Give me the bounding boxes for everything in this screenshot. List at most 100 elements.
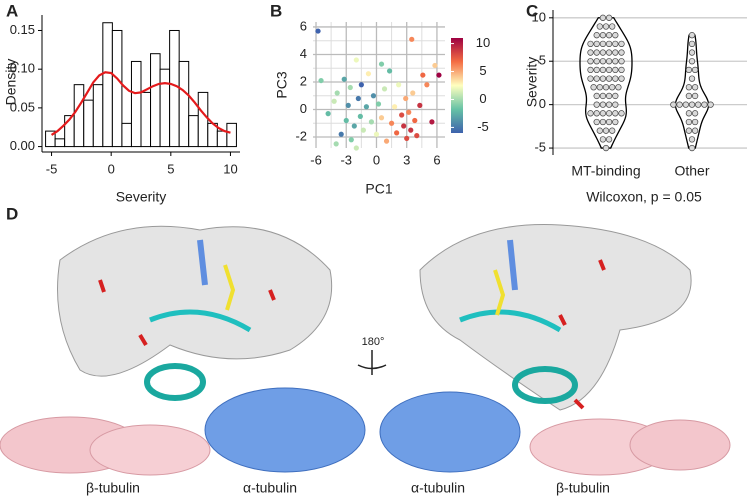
point [381,86,388,92]
y-tick-label: 6 [300,18,307,33]
dot [605,58,613,65]
dot [593,58,600,65]
point [373,131,380,137]
dot [605,101,613,108]
dot [602,127,610,134]
point [383,138,390,144]
dot [618,49,625,56]
y-tick-label: 0.15 [10,22,35,37]
dot [602,23,610,30]
point [410,90,416,96]
x-tick-label: -6 [310,152,322,167]
point [358,82,364,88]
y-tick-label: 0 [300,101,307,116]
dot [593,66,600,74]
point [370,93,377,99]
panel-label: D [6,204,18,223]
alpha-tubulin-shape [204,387,366,473]
bar [188,115,199,148]
dot [605,92,613,100]
dot [688,40,696,48]
dot [618,66,625,74]
point [325,111,331,117]
bar [140,91,152,148]
y-axis-label: PC3 [274,71,290,98]
dot [609,84,616,91]
dot [605,14,613,21]
point [404,135,410,141]
dot [596,23,603,30]
point [363,104,370,110]
chain-label: β-tubulin [86,480,140,496]
dot [599,58,607,65]
dot [612,75,619,82]
x-tick-label: -5 [46,161,58,176]
colorbar-tick-label: 10 [476,35,490,50]
violin [579,17,633,149]
dot [685,92,693,100]
dot [605,40,613,48]
dot [599,110,607,117]
protein-cartoon [57,225,333,377]
point [424,82,430,88]
dot [612,110,619,117]
y-tick-label: 0.10 [10,61,35,76]
dot [685,127,693,134]
dot [605,75,613,82]
dot [590,84,597,91]
dot [593,40,600,48]
rotation-label: 180° [362,336,385,348]
dot [593,75,600,82]
dot [612,101,619,108]
point [409,36,415,42]
dot [612,40,619,48]
helix [512,366,578,404]
colorbar-tick-label: 5 [479,63,486,78]
dot [685,66,693,74]
dot [587,58,594,65]
dot [605,118,613,126]
y-tick-label: 5 [539,53,546,68]
bar [150,53,161,148]
dot [618,58,625,65]
colorbar-tick-label: 0 [479,91,486,106]
point [429,119,435,125]
panel-label: B [270,1,282,20]
bar [216,130,228,148]
dot [599,49,607,56]
point [348,137,354,143]
point [378,115,385,121]
point [331,98,337,104]
dot [605,32,613,39]
dot [602,144,610,152]
density-line [50,71,231,136]
dot [691,66,699,74]
point [347,84,353,91]
alpha-tubulin-shape [379,391,521,473]
dot [609,23,616,30]
dot [609,127,616,134]
annotation: Wilcoxon, p = 0.05 [586,189,702,205]
dot [707,101,714,108]
dot [688,49,696,56]
point [345,102,351,108]
x-tick-label: 10 [223,161,237,176]
y-tick-label: 0 [539,96,546,111]
dot [593,49,600,56]
dot [596,127,603,134]
dot [688,101,696,108]
point [368,119,375,125]
point [417,102,423,108]
beta-tubulin-shape [629,419,731,471]
x-tick-label: 6 [433,152,440,167]
bar [73,84,85,148]
dot [688,144,696,152]
dot [587,110,594,117]
dot [612,32,619,39]
colorbar [451,38,463,133]
beta-tubulin-shape [89,424,211,476]
bar [197,91,209,148]
ligand [223,264,506,316]
dot [599,75,607,82]
dot [605,66,613,74]
